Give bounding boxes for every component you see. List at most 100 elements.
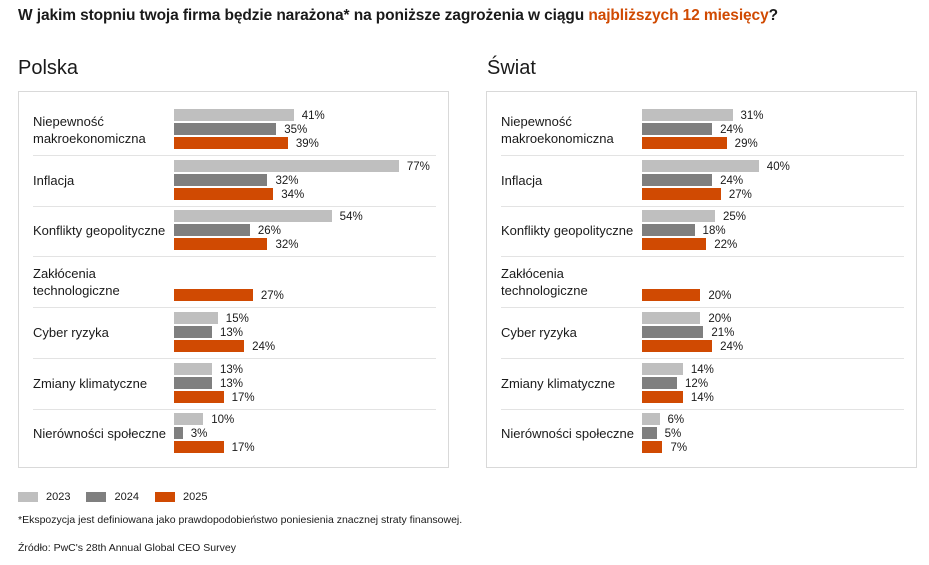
category-row: Inflacja 77% 32% 34% — [33, 155, 436, 207]
value-label: 77% — [406, 160, 430, 173]
value-label: 13% — [219, 363, 243, 376]
value-label: 5% — [664, 428, 682, 441]
bar-2024 — [174, 427, 183, 440]
bar-2025 — [642, 390, 683, 403]
bar-2025 — [642, 187, 721, 200]
value-label: 6% — [667, 414, 685, 427]
bar-2024 — [642, 427, 657, 440]
value-label: 13% — [219, 377, 243, 390]
category-label: Nierówności społeczne — [33, 426, 166, 442]
bar-2023 — [642, 210, 715, 223]
bar-2024 — [642, 224, 695, 237]
category-row: Cyber ryzyka 20% 21% 24% — [501, 307, 904, 359]
value-label: 7% — [670, 442, 688, 455]
chart-panel-swiat: Niepewność makroekonomiczna 31% 24% 29% Infl… — [486, 91, 917, 468]
category-label: Zakłócenia technologiczne — [501, 265, 588, 298]
panel-title-polska: Polska — [18, 57, 79, 79]
value-label: 25% — [723, 211, 747, 224]
value-label: 32% — [275, 174, 299, 187]
bar-2023 — [642, 413, 660, 426]
bar-2025 — [174, 187, 274, 200]
value-label: 40% — [766, 160, 790, 173]
value-label: 3% — [190, 428, 208, 441]
category-label: Niepewność makroekonomiczna — [33, 113, 146, 146]
legend-swatch — [86, 492, 107, 502]
value-label: 14% — [690, 391, 714, 404]
source: Źródło: PwC's 28th Annual Global CEO Sur… — [18, 542, 236, 554]
legend-item-2024: 2024 — [86, 491, 139, 503]
value-label: 22% — [714, 239, 738, 252]
panel-title-swiat: Świat — [487, 57, 536, 79]
bar-2025 — [174, 238, 268, 251]
value-label: 54% — [339, 211, 363, 224]
value-label: 24% — [720, 340, 744, 353]
value-label: 20% — [708, 290, 732, 303]
value-label: 17% — [231, 442, 255, 455]
legend: 2023 2024 2025 — [18, 491, 223, 503]
category-label: Zmiany klimatyczne — [33, 375, 148, 391]
category-row: Niepewność makroekonomiczna 41% 35% 39% — [33, 104, 436, 156]
chart-panel-polska: Niepewność makroekonomiczna 41% 35% 39% Infl… — [18, 91, 449, 468]
category-label: Zakłócenia technologiczne — [33, 265, 120, 298]
bar-2024 — [174, 173, 268, 186]
bar-2024 — [174, 376, 212, 389]
category-row: Zmiany klimatyczne 14% 12% 14% — [501, 358, 904, 410]
value-label: 26% — [257, 225, 281, 238]
category-row: Zakłócenia technologiczne 20% — [501, 256, 904, 309]
value-label: 27% — [728, 188, 752, 201]
category-row: Zmiany klimatyczne 13% 13% 17% — [33, 358, 436, 410]
bar-2023 — [174, 362, 212, 375]
bar-2025 — [642, 441, 663, 454]
category-row: Konflikty geopolityczne 25% 18% 22% — [501, 205, 904, 258]
bar-2023 — [642, 362, 683, 375]
chart-title: W jakim stopniu twoja firma będzie naraż… — [18, 7, 778, 24]
category-label: Cyber ryzyka — [501, 324, 577, 340]
bar-2023 — [642, 109, 733, 121]
category-label: Zmiany klimatyczne — [501, 375, 616, 391]
value-label: 32% — [275, 239, 299, 252]
bar-2023 — [642, 311, 701, 324]
bar-2025 — [174, 390, 224, 403]
value-label: 24% — [720, 124, 744, 136]
bar-2025 — [642, 137, 727, 149]
bar-2025 — [642, 339, 713, 352]
value-label: 15% — [225, 312, 249, 325]
value-label: 29% — [734, 138, 758, 150]
bar-2024 — [642, 325, 704, 338]
bar-2024 — [642, 376, 678, 389]
footnote: *Ekspozycja jest definiowana jako prawdo… — [18, 514, 463, 526]
category-row: Nierówności społeczne 10% 3% 17% — [33, 408, 436, 459]
bar-2024 — [642, 123, 713, 135]
bar-2025 — [174, 441, 224, 454]
category-label: Konflikty geopolityczne — [33, 223, 166, 239]
legend-item-2025: 2025 — [154, 491, 207, 503]
bar-2024 — [642, 173, 713, 186]
category-row: Zakłócenia technologiczne 27% — [33, 256, 436, 309]
bar-2025 — [642, 289, 701, 302]
category-row: Inflacja 40% 24% 27% — [501, 155, 904, 207]
value-label: 17% — [231, 391, 255, 404]
value-label: 10% — [211, 414, 235, 427]
value-label: 20% — [708, 312, 732, 325]
value-label: 34% — [281, 188, 305, 201]
value-label: 41% — [301, 110, 325, 122]
bar-2025 — [174, 137, 288, 149]
title-highlight: najbliższych 12 miesięcy — [588, 7, 769, 24]
bar-2023 — [174, 413, 204, 426]
value-label: 27% — [260, 290, 284, 303]
bar-2023 — [642, 159, 759, 172]
value-label: 39% — [295, 138, 319, 150]
value-label: 21% — [711, 326, 735, 339]
legend-item-2023: 2023 — [18, 491, 70, 503]
category-row: Cyber ryzyka 15% 13% 24% — [33, 307, 436, 359]
bar-2023 — [174, 109, 294, 121]
category-label: Konflikty geopolityczne — [501, 223, 634, 239]
value-label: 31% — [740, 110, 764, 122]
value-label: 12% — [685, 377, 709, 390]
bar-2024 — [174, 123, 277, 135]
category-label: Inflacja — [501, 172, 543, 188]
bar-2023 — [174, 311, 218, 324]
bar-2023 — [174, 210, 332, 223]
bar-2023 — [174, 159, 399, 172]
category-row: Niepewność makroekonomiczna 31% 24% 29% — [501, 104, 904, 156]
